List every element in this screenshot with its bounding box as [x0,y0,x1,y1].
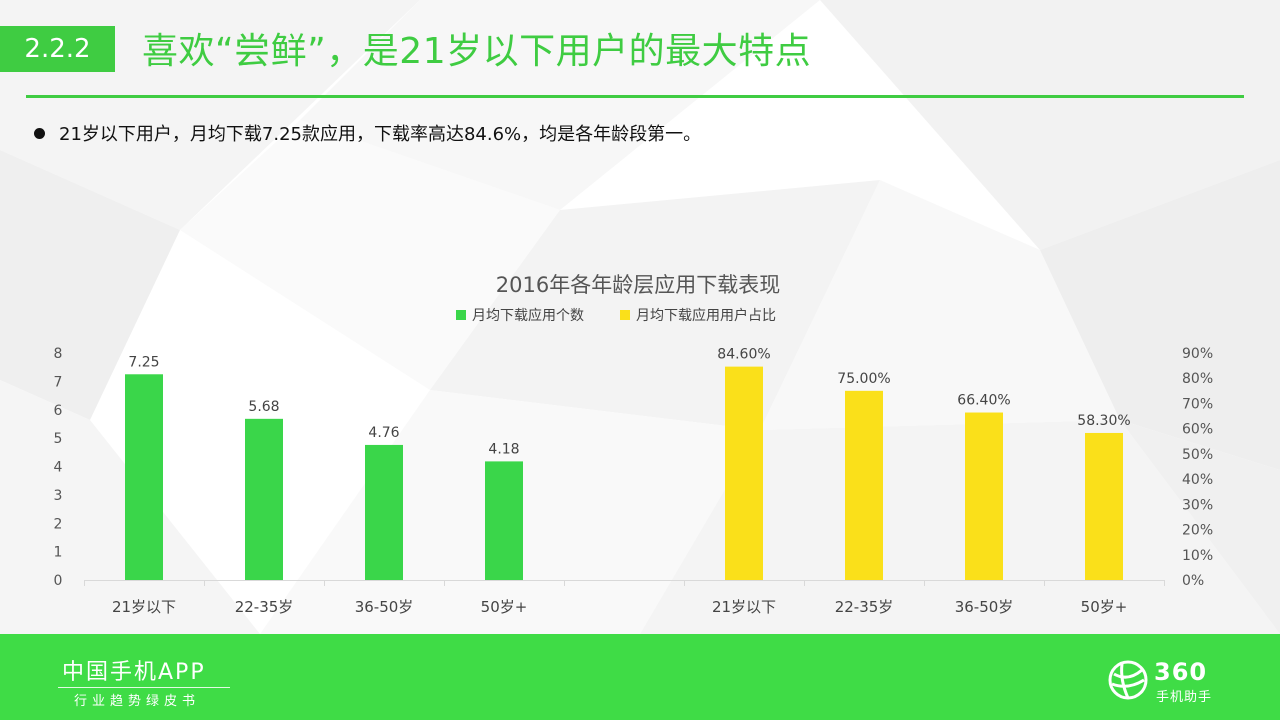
x-axis-category-label: 22-35岁 [835,598,894,616]
right-axis-tick-label: 30% [1182,497,1213,513]
bar-value-label: 5.68 [248,399,279,415]
bar [1085,432,1123,580]
right-axis-tick-label: 80% [1182,371,1213,387]
left-axis-tick-label: 0 [54,573,63,589]
chart-legend: 月均下载应用个数 月均下载应用用户占比 [456,307,776,324]
left-axis-tick-label: 5 [54,431,63,447]
page-title: 喜欢“尝鲜”，是21岁以下用户的最大特点 [142,31,812,72]
bar-value-label: 66.40% [957,393,1010,409]
brand-subtitle: 行业趋势绿皮书 [74,694,201,709]
bar [965,412,1003,580]
brand-divider [58,687,230,688]
left-axis-tick-label: 8 [54,346,63,362]
bar-value-label: 84.60% [717,347,770,363]
x-axis-category-label: 36-50岁 [955,598,1014,616]
key-finding-text: 21岁以下用户，月均下载7.25款应用，下载率高达84.6%，均是各年龄段第一。 [59,124,702,145]
bar [725,366,763,580]
right-axis-tick-label: 60% [1182,422,1213,438]
logo-360-assistant: 360 手机助手 [1108,656,1238,705]
bar-value-label: 58.30% [1077,413,1130,429]
left-axis-tick-label: 2 [54,516,63,532]
left-axis-tick-label: 7 [54,374,63,390]
right-axis-tick-label: 70% [1182,396,1213,412]
ball-logo-icon [1108,660,1148,700]
key-finding: 21岁以下用户，月均下载7.25款应用，下载率高达84.6%，均是各年龄段第一。 [34,118,701,148]
right-axis-tick-label: 20% [1182,523,1213,539]
chart-title: 2016年各年龄层应用下载表现 [496,273,780,297]
right-axis-tick-label: 40% [1182,472,1213,488]
bar [245,418,283,580]
bar-value-label: 7.25 [128,354,159,370]
left-axis-tick-label: 1 [54,545,63,561]
bar-value-label: 75.00% [837,371,890,387]
x-axis-category-label: 22-35岁 [235,598,294,616]
title-divider [26,95,1244,98]
x-axis-category-label: 50岁+ [1081,598,1128,616]
right-axis-tick-label: 50% [1182,447,1213,463]
bar [485,461,523,580]
bar-value-label: 4.76 [368,425,399,441]
x-axis-category-label: 21岁以下 [112,598,176,616]
bar [365,444,403,580]
left-axis-tick-label: 4 [54,460,63,476]
bar [125,374,163,580]
x-axis-category-label: 36-50岁 [355,598,414,616]
legend-label-yellow: 月均下载应用用户占比 [636,307,776,324]
footer-bar: 中国手机APP 行业趋势绿皮书 360 手机助手 [0,634,1280,720]
logo-subtitle: 手机助手 [1156,690,1213,705]
brand-title: 中国手机APP [62,660,206,685]
age-group-download-chart: 2016年各年龄层应用下载表现 月均下载应用个数 月均下载应用用户占比 0 1 2 3… [54,273,1214,616]
legend-swatch-green [456,310,466,320]
legend-swatch-yellow [620,310,630,320]
right-axis-tick-label: 0% [1182,573,1204,589]
x-axis-category-label: 50岁+ [481,598,528,616]
logo-number: 360 [1154,658,1208,686]
bar-value-label: 4.18 [488,441,519,457]
bar [845,390,883,580]
x-axis-category-label: 21岁以下 [712,598,776,616]
legend-label-green: 月均下载应用个数 [472,307,584,324]
left-axis-tick-label: 6 [54,403,63,419]
bullet-icon [34,127,45,139]
right-axis-tick-label: 90% [1182,346,1213,362]
section-number-tag: 2.2.2 [0,26,115,72]
right-axis-tick-label: 10% [1182,548,1213,564]
section-number: 2.2.2 [24,34,91,64]
left-axis-tick-label: 3 [54,488,63,504]
